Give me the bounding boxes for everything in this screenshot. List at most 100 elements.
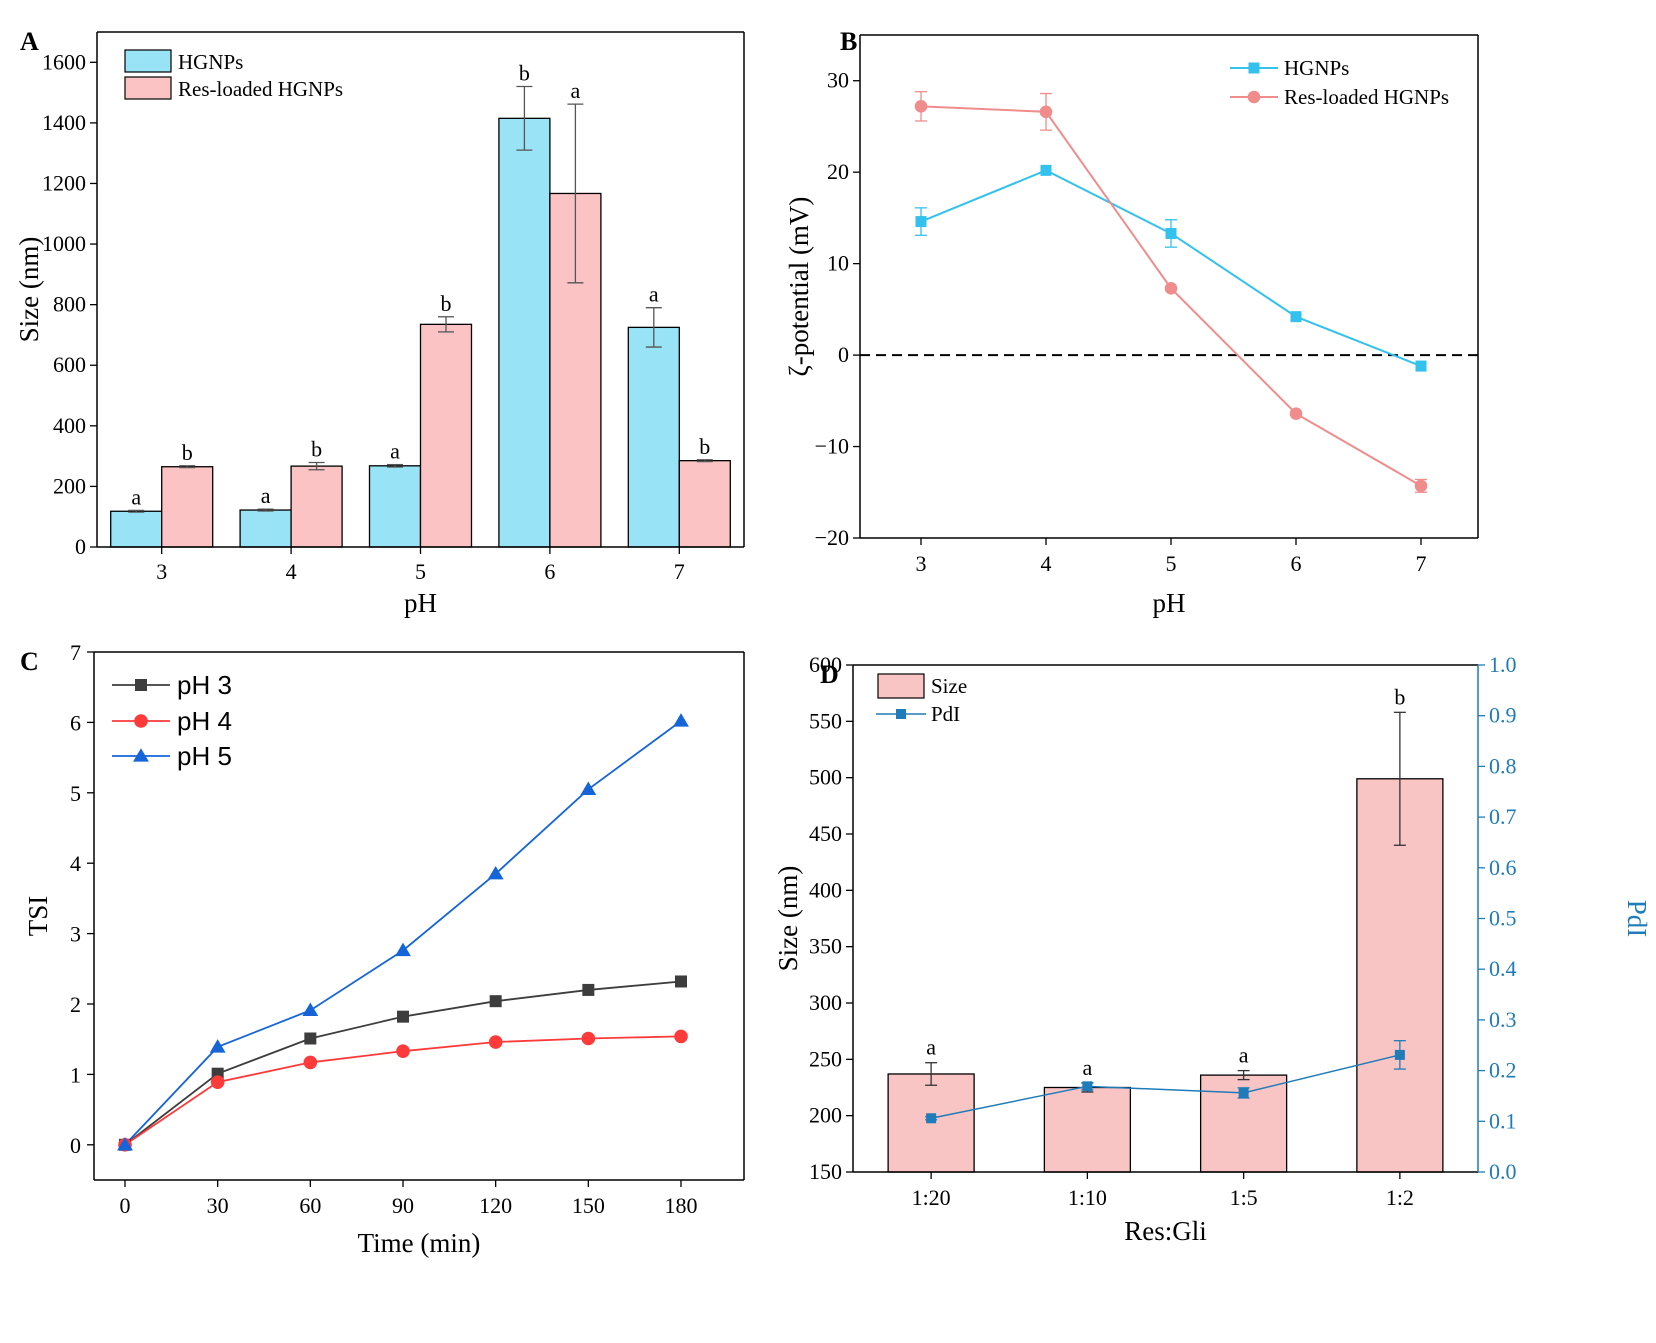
series-line-pdi: [930, 1054, 1401, 1119]
y-tick-label: 0: [75, 534, 86, 559]
x-tick-label: 60: [299, 1193, 321, 1218]
significance-label: b: [699, 434, 710, 459]
y-tick-label: 1600: [42, 49, 86, 74]
legend-label: HGNPs: [1284, 56, 1349, 80]
legend-marker: [1247, 90, 1261, 104]
y2-tick-label: 0.2: [1489, 1058, 1517, 1083]
series-line-res: [920, 105, 1422, 487]
y-tick-label: 150: [809, 1159, 842, 1184]
legend-marker: [134, 714, 148, 728]
x-tick-label: 1:10: [1068, 1185, 1107, 1210]
legend-label: HGNPs: [178, 50, 243, 74]
y-tick-label: 7: [70, 640, 81, 665]
y-tick-label: 250: [809, 1046, 842, 1071]
y-tick-label: 400: [809, 877, 842, 902]
y-tick-label: −10: [815, 434, 849, 459]
x-tick-label: 1:5: [1230, 1185, 1258, 1210]
x-tick-label: 30: [207, 1193, 229, 1218]
y-tick-label: 550: [809, 708, 842, 733]
x-tick-label: 90: [392, 1193, 414, 1218]
point-pdi-2: [1238, 1087, 1249, 1098]
x-tick-label: 180: [665, 1193, 698, 1218]
point-hgnps-2: [1165, 227, 1177, 239]
series-line-ph3: [124, 980, 682, 1146]
y-tick-label: 1: [70, 1062, 81, 1087]
point-hgnps-3: [1290, 311, 1302, 323]
bar-res-0: [161, 466, 214, 548]
significance-label: a: [926, 1035, 936, 1060]
chart-d: a a a b 150 200 250 300 350 400 450 500 550 600 0.0 0.1…: [773, 652, 1652, 1246]
y-tick-label: 450: [809, 821, 842, 846]
significance-label: b: [1394, 684, 1405, 709]
significance-label: a: [1082, 1055, 1092, 1080]
y2-tick-label: 0.8: [1489, 753, 1517, 778]
point-ph4-2: [303, 1055, 318, 1070]
x-axis-label: pH: [1153, 588, 1186, 618]
legend-label: PdI: [931, 702, 960, 726]
y-tick-label: 30: [827, 68, 849, 93]
point-ph5-0: [117, 1136, 133, 1151]
y-tick-label: 350: [809, 934, 842, 959]
x-tick-label: 5: [415, 559, 426, 584]
y2-tick-label: 1.0: [1489, 652, 1517, 677]
x-axis-label: pH: [404, 588, 437, 618]
bar-hgnps-1: [239, 509, 292, 548]
x-tick-label: 5: [1166, 551, 1177, 576]
significance-label: a: [390, 439, 400, 464]
legend-label: pH 3: [177, 670, 232, 700]
legend-swatch-size: [877, 673, 925, 699]
legend-marker: [133, 748, 149, 762]
chart-c: 0 1 2 3 4 5 6 7 0 30 60 90 120 150 180 Time (min) TSI CpH…: [20, 640, 745, 1258]
y-tick-label: 3: [70, 922, 81, 947]
y-tick-label: 10: [827, 251, 849, 276]
legend-label: pH 4: [177, 706, 232, 736]
x-axis-label: Time (min): [358, 1228, 481, 1258]
y-tick-label: 0: [838, 342, 849, 367]
legend-swatch-hgnps: [124, 49, 172, 73]
bar-hgnps-4: [627, 326, 680, 548]
legend-marker: [896, 709, 906, 719]
point-ph5-3: [395, 942, 411, 957]
significance-label: b: [441, 291, 452, 316]
y-tick-label: −20: [815, 525, 849, 550]
bar-hgnps-2: [368, 465, 422, 548]
significance-label: a: [571, 78, 581, 103]
y-tick-label: 200: [809, 1103, 842, 1128]
y2-tick-label: 0.1: [1489, 1108, 1517, 1133]
significance-label: a: [649, 282, 659, 307]
x-tick-label: 4: [286, 559, 297, 584]
point-pdi-1: [1082, 1081, 1093, 1092]
significance-label: b: [311, 436, 322, 461]
significance-label: a: [131, 484, 141, 509]
bar-res-4: [678, 460, 731, 548]
point-ph5-4: [487, 865, 504, 880]
y-axis-label: Size (nm): [773, 866, 803, 972]
point-pdi-0: [926, 1113, 937, 1124]
legend-label: Size: [931, 674, 967, 698]
point-hgnps-1: [1040, 164, 1052, 176]
bar-size-1: [1043, 1086, 1132, 1173]
bar-hgnps-3: [498, 117, 551, 548]
point-ph3-5: [582, 983, 595, 996]
panel-label: C: [20, 647, 39, 676]
x-tick-label: 3: [916, 551, 927, 576]
y2-axis-label: PdI: [1622, 900, 1652, 938]
significance-label: a: [1239, 1043, 1249, 1068]
point-res-1: [1039, 105, 1053, 119]
significance-label: b: [182, 440, 193, 465]
point-ph5-2: [302, 1002, 319, 1017]
y-tick-label: 1400: [42, 110, 86, 135]
y2-tick-label: 0.3: [1489, 1007, 1517, 1032]
x-tick-label: 150: [572, 1193, 605, 1218]
point-ph3-4: [489, 995, 502, 1008]
point-ph3-6: [675, 975, 687, 988]
y-tick-label: 600: [53, 352, 86, 377]
bar-hgnps-0: [110, 510, 163, 548]
x-tick-label: 6: [544, 559, 555, 584]
x-axis-label: Res:Gli: [1124, 1216, 1207, 1246]
panel-label: B: [840, 27, 857, 56]
point-ph3-3: [397, 1010, 409, 1023]
y-tick-label: 5: [70, 781, 81, 806]
x-tick-label: 4: [1041, 551, 1052, 576]
y-tick-label: 1200: [42, 170, 86, 195]
